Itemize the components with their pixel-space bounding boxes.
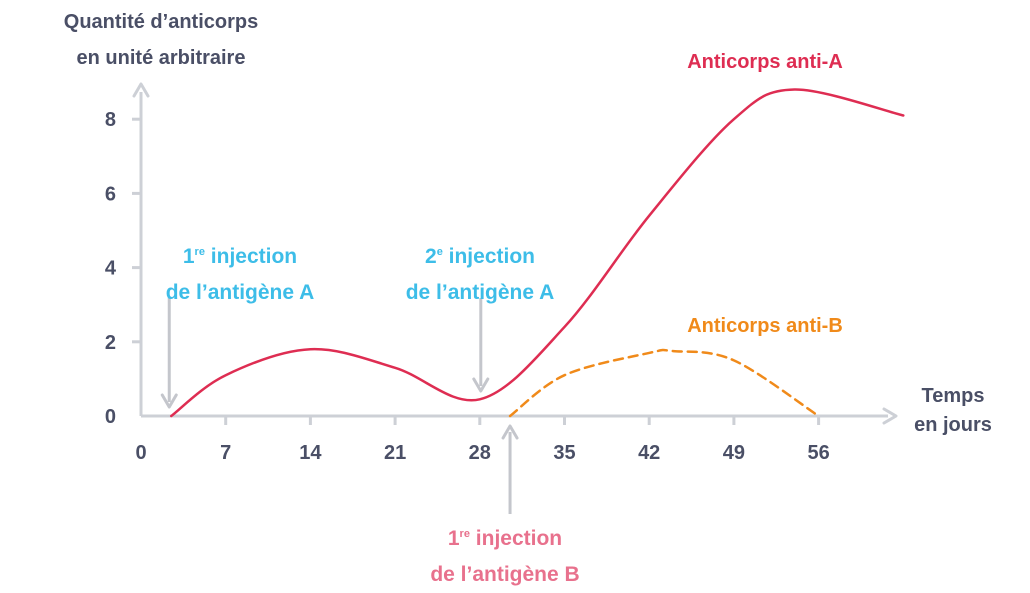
y-tick-label: 6 [105,183,116,205]
x-tick-label: 42 [638,442,660,464]
legend-anti-a: Anticorps anti-A [687,51,843,73]
x-axis-label: Temps en jours [888,382,1018,440]
x-tick-label: 7 [220,442,231,464]
annotation-first-injection-b: 1re injection de l’antigène B [390,516,620,593]
annotation-line2: de l’antigène B [430,563,580,586]
legend-anti-b: Anticorps anti-B [687,315,843,337]
y-tick-label: 0 [105,406,116,428]
series-anti-a-line [170,88,905,418]
arrowhead-injection-a1 [160,393,178,409]
y-axis-label-line2: en unité arbitraire [76,47,246,69]
x-tick-label: 28 [469,442,491,464]
y-axis-label-line1: Quantité d’anticorps [63,11,259,33]
series-anti-b-line [508,348,820,418]
y-axis-label: Quantité d’anticorps en unité arbitraire [16,4,306,76]
y-axis-arrowhead [132,82,150,98]
x-tick-label: 56 [807,442,829,464]
annotation-line1: 1re injection [447,527,563,550]
annotation-line2: de l’antigène A [165,281,315,304]
annotation-second-injection-a: 2e injection de l’antigène A [370,234,590,311]
y-tick-label: 8 [105,109,116,131]
annotation-line1: 2e injection [425,245,535,268]
x-tick-label: 14 [299,442,322,464]
x-axis-label-line1: Temps [921,385,985,407]
y-tick-label: 4 [105,258,117,280]
x-tick-label: 0 [135,442,146,464]
x-tick-label: 35 [553,442,575,464]
arrowhead-injection-b [501,424,519,440]
x-axis-label-line2: en jours [914,414,992,436]
y-tick-label: 2 [105,332,116,354]
x-axis-arrowhead [882,407,898,425]
annotation-first-injection-a: 1re injection de l’antigène A [130,234,350,311]
arrowhead-injection-a2 [472,377,490,393]
annotation-line1: 1re injection [182,245,298,268]
annotation-line2: de l’antigène A [405,281,555,304]
x-tick-label: 49 [723,442,745,464]
x-tick-label: 21 [384,442,406,464]
